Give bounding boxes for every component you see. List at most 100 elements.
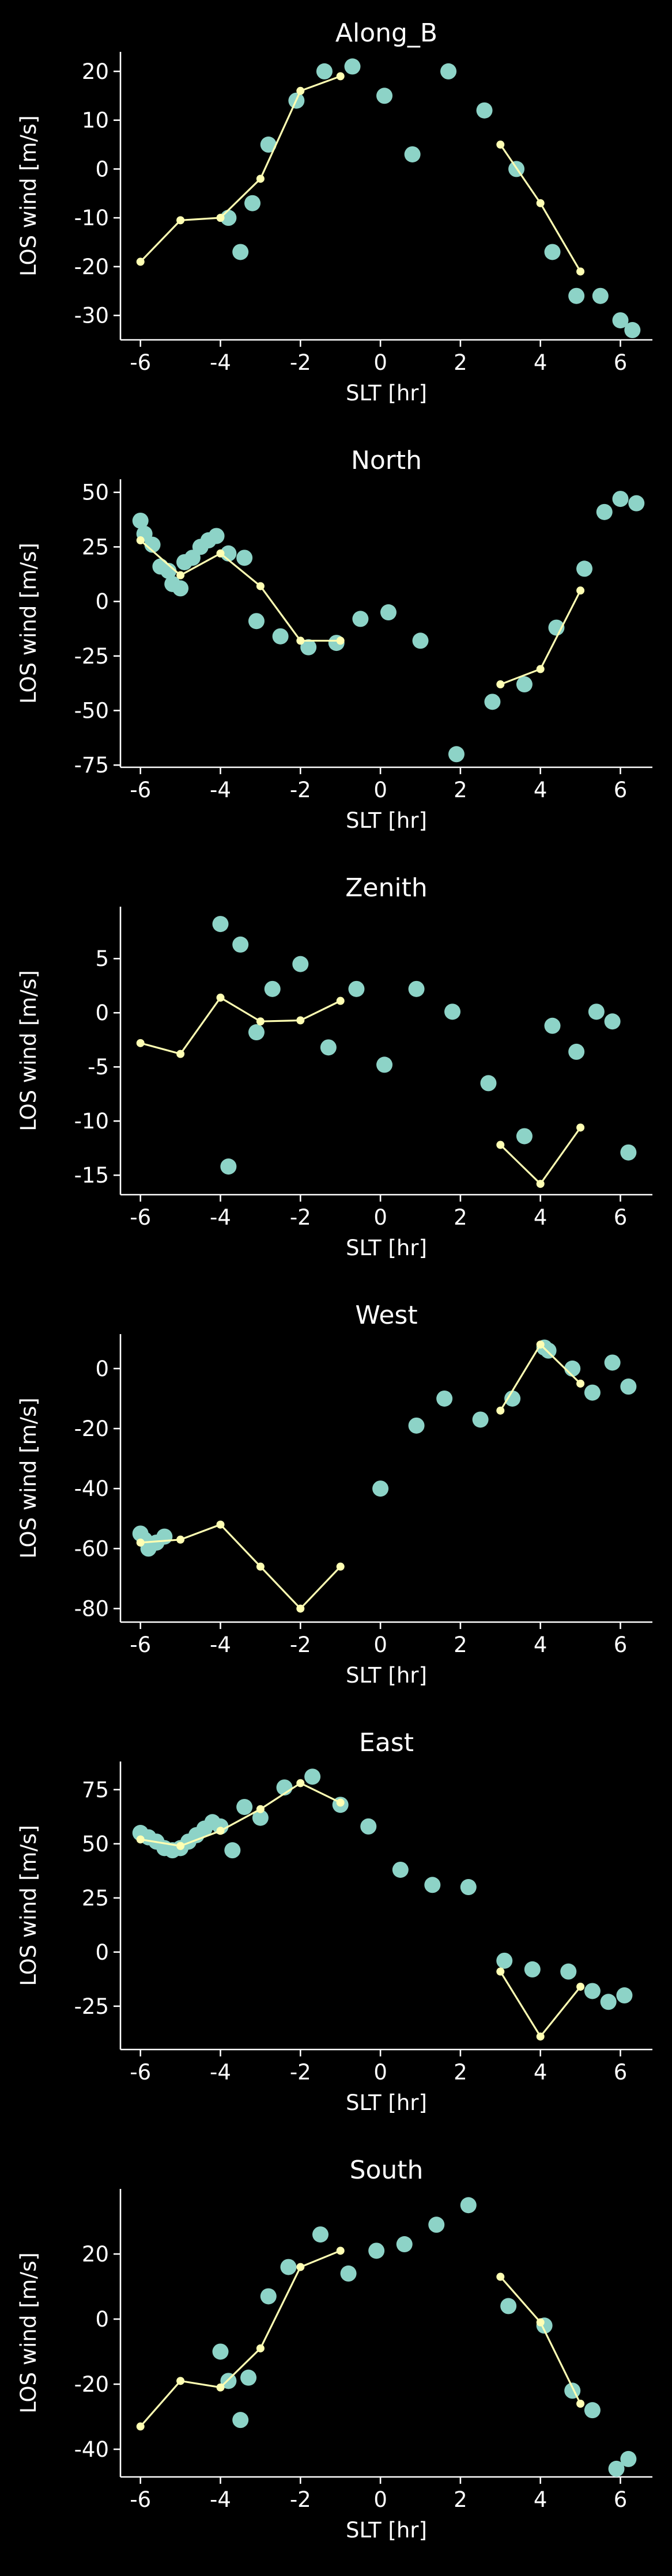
y-tick-label: -50 xyxy=(74,699,109,723)
x-tick-label: -6 xyxy=(130,2060,151,2085)
observed-point xyxy=(624,322,641,339)
y-tick-label: 5 xyxy=(95,946,109,971)
x-tick-label: -2 xyxy=(290,2060,311,2085)
model-point xyxy=(256,175,265,183)
observed-point xyxy=(516,676,533,693)
observed-point xyxy=(372,1480,389,1497)
observed-point xyxy=(584,2402,601,2419)
y-tick-label: 25 xyxy=(82,535,109,559)
x-tick-label: -2 xyxy=(290,2487,311,2512)
model-point xyxy=(336,997,345,1005)
model-point xyxy=(216,1827,225,1835)
model-point xyxy=(296,1016,305,1025)
model-line xyxy=(139,539,341,642)
observed-point xyxy=(312,2226,329,2243)
y-tick-label: -25 xyxy=(74,644,109,669)
x-axis-label: SLT [hr] xyxy=(346,2090,427,2115)
x-tick-label: -2 xyxy=(290,1632,311,1657)
model-point xyxy=(296,86,305,95)
observed-point xyxy=(448,746,465,763)
model-point xyxy=(536,2032,545,2041)
model-point xyxy=(576,1379,585,1388)
model-point xyxy=(576,586,585,595)
observed-point xyxy=(144,536,161,553)
observed-point xyxy=(484,694,501,710)
model-point xyxy=(216,549,225,558)
observed-point xyxy=(300,639,317,656)
y-tick-label: -20 xyxy=(74,255,109,279)
observed-point xyxy=(408,1417,425,1434)
observed-point xyxy=(212,916,229,933)
observed-point xyxy=(516,1128,533,1145)
model-point xyxy=(496,1967,505,1976)
model-point xyxy=(176,1050,185,1058)
model-point xyxy=(496,1141,505,1149)
observed-point xyxy=(396,2236,413,2253)
model-point xyxy=(256,582,265,590)
model-point xyxy=(576,1982,585,1991)
observed-point xyxy=(504,1390,521,1407)
x-axis-label: SLT [hr] xyxy=(346,1663,427,1688)
model-point xyxy=(336,1562,345,1571)
x-tick-label: 4 xyxy=(534,1632,548,1657)
x-tick-label: 6 xyxy=(614,1205,628,1230)
model-point xyxy=(256,1017,265,1026)
observed-point xyxy=(220,1158,237,1175)
observed-point xyxy=(616,1987,633,2004)
observed-point xyxy=(224,1842,241,1859)
x-tick-label: 2 xyxy=(454,2060,467,2085)
observed-point xyxy=(240,2369,257,2386)
observed-point xyxy=(600,1994,617,2010)
y-tick-label: 0 xyxy=(95,589,109,614)
observed-point xyxy=(540,1342,557,1359)
y-tick-label: 25 xyxy=(82,1886,109,1911)
panel-title: Along_B xyxy=(335,18,437,48)
y-tick-label: -60 xyxy=(74,1536,109,1561)
observed-point xyxy=(428,2217,445,2233)
observed-point xyxy=(424,1877,441,1893)
model-point xyxy=(256,1805,265,1813)
y-tick-label: 0 xyxy=(95,1357,109,1381)
observed-point xyxy=(568,287,585,304)
x-tick-label: 4 xyxy=(534,350,548,375)
y-tick-label: -10 xyxy=(74,206,109,230)
observed-point xyxy=(236,550,253,566)
x-tick-label: 4 xyxy=(534,2487,548,2512)
panel-title: North xyxy=(351,446,422,475)
x-tick-label: 2 xyxy=(454,1205,467,1230)
observed-point xyxy=(596,503,613,520)
y-axis-label: LOS wind [m/s] xyxy=(16,543,41,704)
y-tick-label: -5 xyxy=(88,1055,109,1079)
y-tick-label: 0 xyxy=(95,157,109,181)
y-tick-label: 0 xyxy=(95,1940,109,1965)
observed-point xyxy=(460,2197,477,2214)
x-tick-label: 4 xyxy=(534,2060,548,2085)
observed-point xyxy=(460,1879,477,1896)
observed-point xyxy=(620,1144,637,1161)
panel-title: South xyxy=(350,2155,424,2185)
x-tick-label: 2 xyxy=(454,778,467,802)
observed-point xyxy=(612,312,629,329)
y-tick-label: -20 xyxy=(74,1416,109,1441)
observed-point xyxy=(380,604,397,621)
observed-point xyxy=(620,2450,637,2467)
y-axis-label: LOS wind [m/s] xyxy=(16,115,41,276)
x-tick-label: 0 xyxy=(373,2060,387,2085)
observed-point xyxy=(408,980,425,997)
observed-point xyxy=(316,63,333,79)
observed-point xyxy=(260,2288,277,2305)
model-point xyxy=(136,257,145,266)
observed-point xyxy=(280,2259,297,2275)
observed-point xyxy=(244,195,261,211)
observed-point xyxy=(436,1390,453,1407)
model-point xyxy=(576,1123,585,1132)
x-tick-label: -4 xyxy=(210,2487,231,2512)
observed-point xyxy=(348,980,365,997)
x-tick-label: -2 xyxy=(290,1205,311,1230)
observed-point xyxy=(404,146,421,162)
x-tick-label: -4 xyxy=(210,350,231,375)
model-point xyxy=(256,2344,265,2353)
